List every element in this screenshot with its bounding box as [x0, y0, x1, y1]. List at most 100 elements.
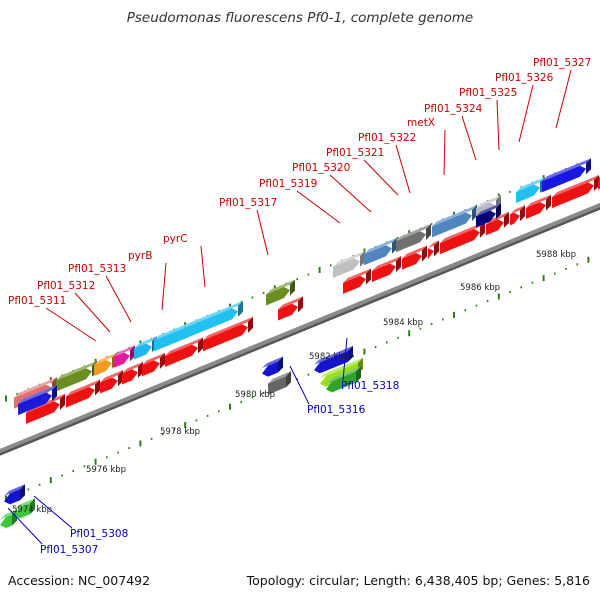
- gene-label: Pfl01_5327: [533, 57, 591, 69]
- forward-gene-row1-top: [66, 379, 100, 397]
- forward-gene-row1-face: [372, 263, 396, 282]
- reverse-gene: [4, 484, 25, 505]
- forward-gene-row2-top: [476, 195, 501, 209]
- forward-gene-row1-top: [552, 174, 599, 198]
- forward-gene-row2-side: [360, 250, 365, 267]
- forward-gene-row1-face: [440, 229, 480, 255]
- forward-gene-row1: [100, 370, 123, 394]
- forward-gene-row1-top: [372, 256, 401, 271]
- forward-gene-row1-face: [552, 182, 594, 209]
- reverse-gene-top: [14, 498, 35, 510]
- forward-gene-row1-top: [343, 268, 371, 283]
- forward-gene-row1-side: [298, 296, 303, 313]
- forward-gene-stack-side: [52, 385, 57, 402]
- label-leader: [161, 262, 167, 311]
- forward-gene-row1-top: [122, 361, 143, 374]
- forward-gene-row2-face: [114, 352, 130, 368]
- forward-gene-row2: [333, 250, 365, 278]
- gene-label: metX: [407, 117, 435, 129]
- forward-gene-row1-face: [343, 275, 366, 294]
- forward-gene-row1-face: [486, 219, 504, 236]
- forward-gene-row1-face: [510, 212, 520, 226]
- forward-gene-row2-top: [266, 279, 295, 295]
- forward-gene-row1: [278, 296, 303, 321]
- forward-gene-stack-top: [476, 203, 501, 217]
- forward-gene-row2-top: [14, 377, 57, 398]
- forward-gene-row2-top: [364, 237, 397, 255]
- label-leader: [33, 495, 73, 529]
- scale-label: 5986 kbp: [460, 283, 500, 293]
- forward-gene-row1-side: [520, 205, 525, 222]
- forward-gene-row1-side: [138, 361, 143, 378]
- forward-gene-row1-top: [278, 296, 303, 310]
- forward-gene-row2-face: [432, 212, 472, 238]
- forward-gene-row2-top: [542, 158, 591, 182]
- label-leader: [496, 99, 500, 151]
- forward-gene-row1-face: [142, 360, 160, 377]
- reverse-gene-side: [278, 356, 283, 373]
- forward-gene-row2-side: [586, 158, 591, 175]
- forward-gene-row2-side: [426, 223, 431, 240]
- forward-gene-row1-top: [526, 194, 551, 208]
- forward-gene-row2: [94, 352, 117, 376]
- forward-gene-row2-top: [114, 345, 135, 357]
- forward-gene-row1: [343, 268, 371, 294]
- gene-label: Pfl01_5320: [292, 162, 350, 174]
- reverse-gene: [14, 498, 35, 519]
- forward-gene-row2: [364, 237, 397, 266]
- gene-label: pyrC: [163, 233, 188, 245]
- label-leader: [45, 307, 97, 342]
- forward-gene-row1-side: [422, 245, 427, 262]
- forward-gene-row2-face: [134, 343, 152, 360]
- map-title: Pseudomonas fluorescens Pf0-1, complete …: [126, 10, 474, 26]
- forward-gene-row2-face: [396, 231, 426, 253]
- forward-gene-row1-side: [366, 268, 371, 285]
- forward-gene-row2: [432, 204, 477, 238]
- forward-gene-row1: [165, 337, 203, 367]
- reverse-gene-face: [268, 376, 286, 395]
- forward-gene-row2-face: [154, 308, 238, 352]
- reverse-gene-side: [356, 366, 361, 383]
- reverse-gene-face: [262, 361, 278, 377]
- gene-label: Pfl01_5311: [8, 295, 66, 307]
- forward-gene-row1-face: [428, 248, 434, 260]
- forward-gene-row1-side: [118, 370, 123, 387]
- forward-gene-row2: [134, 336, 157, 360]
- label-leader: [363, 159, 399, 196]
- label-layer: 5974 kbp 5976 kbp 5978 kbp 5980 kbp 5982 kbp…: [8, 57, 591, 556]
- label-leader: [461, 115, 477, 161]
- reverse-gene-face: [14, 503, 30, 519]
- forward-gene-row1-face: [66, 387, 95, 408]
- forward-gene-stack-face: [476, 210, 496, 228]
- gene-label: Pfl01_5318: [341, 380, 399, 392]
- forward-gene-row1-side: [95, 379, 100, 396]
- backbone: [0, 202, 600, 454]
- gene-layer: [0, 158, 600, 529]
- forward-gene-stack: [18, 385, 57, 416]
- forward-gene-row1-side: [60, 393, 65, 410]
- forward-gene-row1: [440, 221, 485, 255]
- forward-gene-row1-face: [278, 303, 298, 321]
- label-leader: [329, 174, 372, 213]
- forward-gene-row1-top: [203, 316, 253, 341]
- reverse-gene-face: [314, 350, 348, 374]
- forward-gene-row1-top: [486, 211, 509, 225]
- scale-label: 5978 kbp: [160, 427, 200, 437]
- reverse-gene-top: [314, 345, 353, 365]
- reverse-gene-top: [4, 484, 25, 496]
- label-leader: [443, 129, 446, 176]
- forward-gene-row1-side: [480, 221, 485, 238]
- reverse-gene-top: [262, 356, 283, 369]
- forward-gene-row1: [402, 245, 427, 270]
- leader-layer: [7, 69, 572, 545]
- label-leader: [289, 365, 310, 405]
- forward-gene-row2-top: [396, 223, 431, 242]
- forward-gene-row2-top: [432, 204, 477, 227]
- forward-gene-row2: [56, 360, 97, 392]
- forward-gene-row2-face: [542, 165, 586, 193]
- forward-gene-row1-side: [396, 256, 401, 273]
- gene-label: Pfl01_5319: [259, 178, 317, 190]
- forward-gene-stack: [476, 203, 501, 228]
- forward-gene-row2-face: [56, 368, 92, 392]
